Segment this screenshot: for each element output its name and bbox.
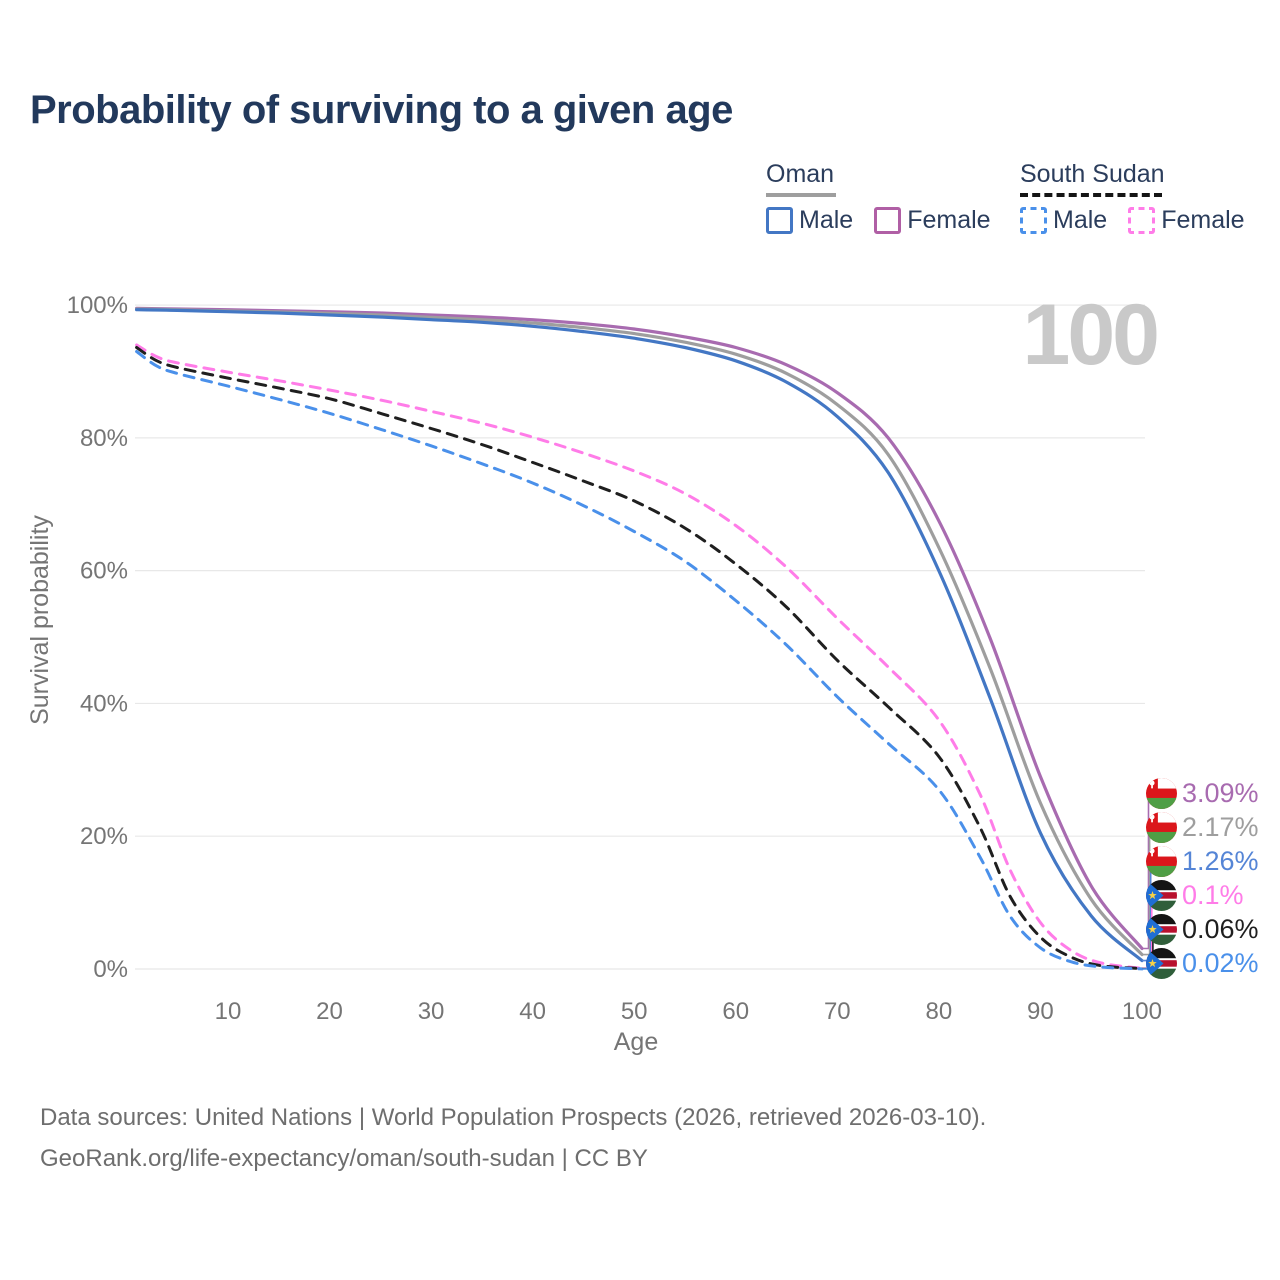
oman-female-checkbox-icon (874, 207, 902, 234)
legend-group-south-sudan: South Sudan Male Female (1020, 160, 1245, 235)
legend-item-oman-female[interactable]: Female (874, 206, 991, 235)
end-label-south-sudan-male: 0.02% (1146, 947, 1259, 979)
series-line-oman-both-sexes[interactable] (135, 307, 1144, 957)
oman-male-checkbox-icon (766, 207, 793, 234)
oman-flag-icon (1146, 778, 1177, 809)
y-tick-label-60: 60% (80, 558, 128, 585)
x-tick-label-30: 30 (418, 998, 445, 1025)
legend-item-oman-female-label: Female (907, 206, 991, 234)
source-line-2: GeoRank.org/life-expectancy/oman/south-s… (40, 1145, 648, 1172)
end-label-south-sudan-both-sexes: 0.06% (1146, 913, 1259, 945)
legend-group-south-sudan-label: South Sudan (1020, 160, 1165, 188)
south-sudan-flag-icon (1146, 948, 1177, 979)
x-tick-label-70: 70 (824, 998, 851, 1025)
legend-group-oman-label: Oman (766, 160, 835, 188)
x-tick-label-50: 50 (621, 998, 648, 1025)
x-tick-label-80: 80 (925, 998, 952, 1025)
oman-flag-icon (1146, 846, 1177, 877)
south-sudan-male-checkbox-icon (1020, 207, 1047, 234)
end-value-south-sudan-female: 0.1% (1182, 879, 1244, 910)
end-value-south-sudan-both-sexes: 0.06% (1182, 913, 1259, 944)
source-line-1: Data sources: United Nations | World Pop… (40, 1104, 987, 1131)
y-tick-label-80: 80% (80, 425, 128, 452)
series-line-south-sudan-male[interactable] (135, 350, 1144, 971)
series-line-south-sudan-both-sexes[interactable] (135, 346, 1144, 971)
y-tick-label-0: 0% (93, 956, 128, 983)
end-value-oman-male: 1.26% (1182, 845, 1259, 876)
legend-south-sudan-line-sample (1020, 193, 1162, 197)
series-line-oman-male[interactable] (135, 308, 1144, 963)
x-tick-label-60: 60 (722, 998, 749, 1025)
y-tick-label-40: 40% (80, 690, 128, 717)
y-axis-title: Survival probability (26, 515, 54, 725)
oman-flag-icon (1146, 812, 1177, 843)
y-tick-label-100: 100% (67, 292, 128, 319)
legend-item-oman-male-label: Male (799, 206, 854, 234)
south-sudan-female-checkbox-icon (1128, 207, 1156, 234)
legend-item-south-sudan-male-label: Male (1053, 206, 1108, 234)
legend-item-oman-male[interactable]: Male (766, 206, 853, 235)
legend-group-oman: Oman Male Female (766, 160, 991, 235)
x-tick-label-100: 100 (1122, 998, 1162, 1025)
end-value-south-sudan-male: 0.02% (1182, 947, 1259, 978)
x-axis-title: Age (614, 1028, 658, 1056)
south-sudan-flag-icon (1146, 880, 1177, 911)
x-tick-label-90: 90 (1027, 998, 1054, 1025)
legend-oman-line-sample (766, 193, 836, 197)
legend-item-south-sudan-male[interactable]: Male (1020, 206, 1107, 235)
legend-item-south-sudan-female[interactable]: Female (1128, 206, 1245, 235)
y-tick-label-20: 20% (80, 823, 128, 850)
series-line-south-sudan-female[interactable] (135, 343, 1144, 970)
end-label-oman-both-sexes: 2.17% (1146, 811, 1259, 843)
legend-oman-entries: Male Female (766, 206, 991, 235)
legend-item-south-sudan-female-label: Female (1161, 206, 1245, 234)
end-label-oman-female: 3.09% (1146, 777, 1259, 809)
x-tick-label-10: 10 (215, 998, 242, 1025)
south-sudan-flag-icon (1146, 914, 1177, 945)
end-label-oman-male: 1.26% (1146, 845, 1259, 877)
source-attribution: Data sources: United Nations | World Pop… (40, 1097, 986, 1179)
page-title: Probability of surviving to a given age (30, 88, 733, 132)
end-label-south-sudan-female: 0.1% (1146, 879, 1244, 911)
legend-south-sudan-entries: Male Female (1020, 206, 1245, 235)
x-tick-label-40: 40 (519, 998, 546, 1025)
x-tick-label-20: 20 (316, 998, 343, 1025)
end-value-oman-both-sexes: 2.17% (1182, 811, 1259, 842)
end-value-oman-female: 3.09% (1182, 777, 1259, 808)
age-watermark: 100 (1022, 287, 1161, 383)
